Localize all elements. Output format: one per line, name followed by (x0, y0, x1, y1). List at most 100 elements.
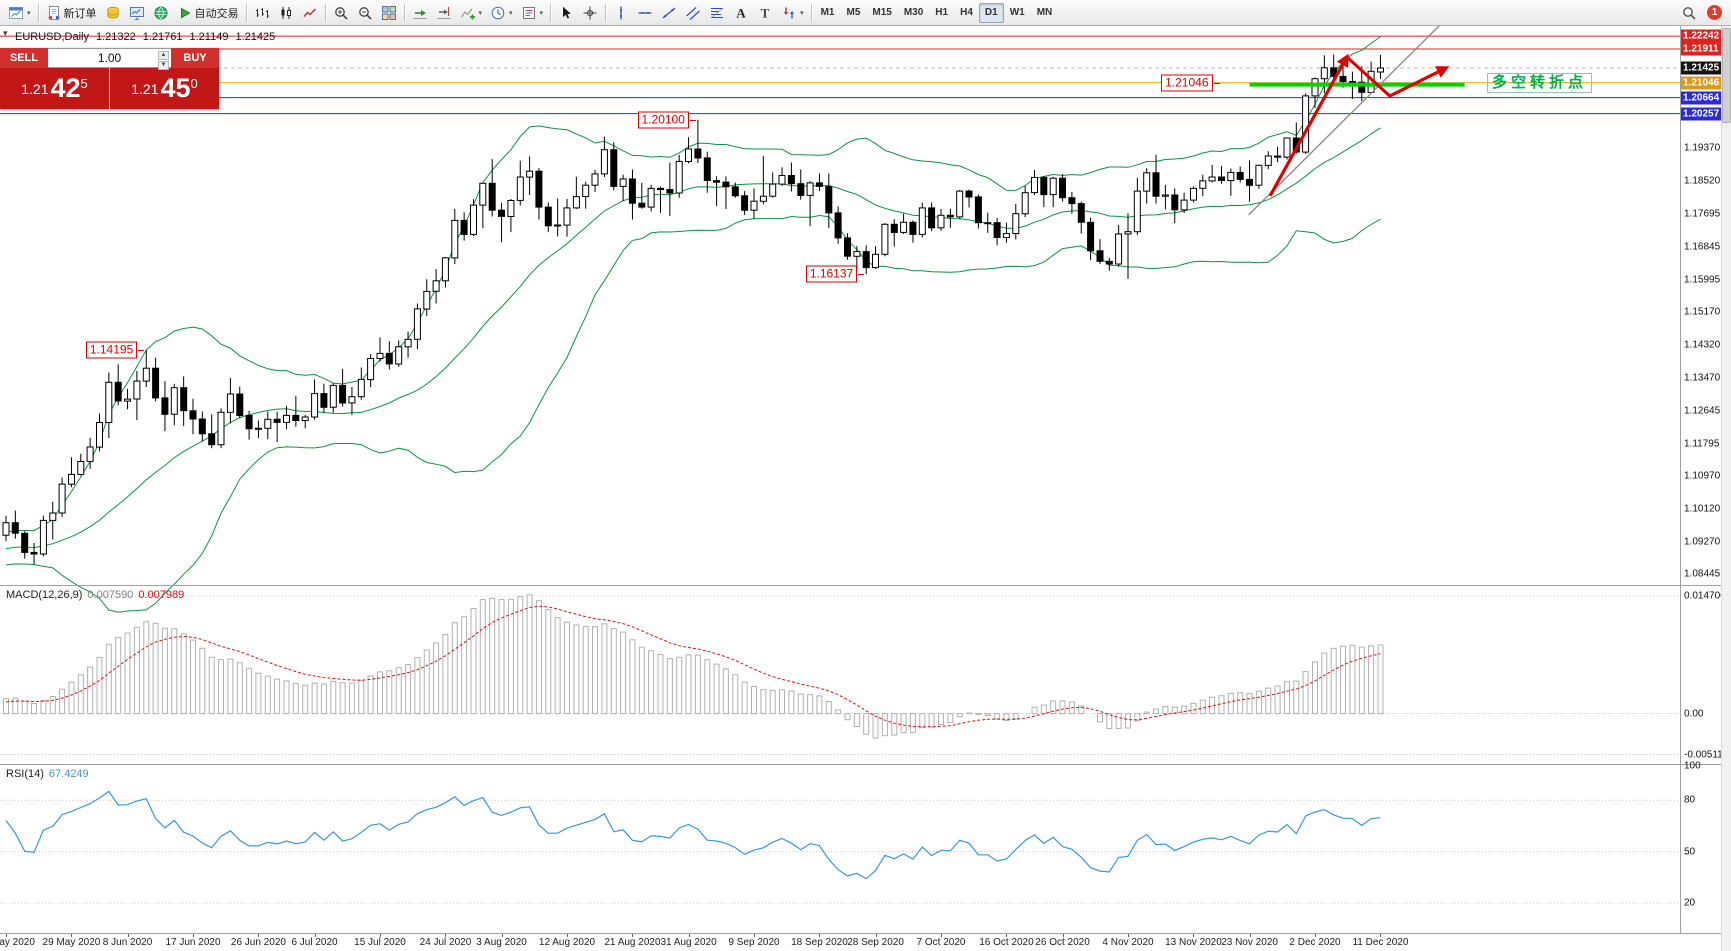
date-axis-label: 12 Aug 2020 (538, 937, 596, 948)
ohlc-low: 1.21149 (189, 31, 229, 43)
tf-button-h1[interactable]: H1 (929, 3, 954, 23)
price-scale-tick: 1.15170 (1684, 306, 1721, 318)
indicators-icon (460, 5, 476, 21)
notification-badge[interactable]: 1 (1707, 5, 1722, 20)
date-axis-label: 16 Oct 2020 (979, 937, 1034, 948)
date-tick (258, 934, 260, 937)
zoom-out-button[interactable] (353, 2, 377, 24)
indicators-button[interactable]: ▾ (456, 2, 487, 24)
date-tick (1128, 934, 1129, 937)
tf-button-mn[interactable]: MN (1031, 3, 1059, 23)
sell-price-panel[interactable]: 1.21 42 5 (0, 68, 109, 109)
label-icon: T (757, 5, 773, 21)
cursor-button[interactable] (554, 2, 578, 24)
community-icon (153, 5, 169, 21)
toolbar-separator (605, 3, 607, 22)
sell-price-prefix: 1.21 (21, 80, 49, 97)
market-watch-button[interactable] (101, 2, 125, 24)
tf-button-h4[interactable]: H4 (954, 3, 979, 23)
text-icon: A (733, 5, 749, 21)
ohlc-high: 1.21761 (142, 31, 183, 43)
tf-button-m1[interactable]: M1 (815, 3, 841, 23)
volume-up-icon[interactable]: ▲ (158, 51, 169, 60)
date-axis-label: 20 May 2020 (0, 937, 35, 948)
horizontal-line-button[interactable] (633, 2, 657, 24)
text-button[interactable]: A (729, 2, 753, 24)
periods-button[interactable]: ▾ (486, 2, 517, 24)
tf-button-m15[interactable]: M15 (866, 3, 897, 23)
price-scale[interactable] (1681, 26, 1721, 934)
zoom-out-icon (357, 5, 373, 21)
tf-button-m5[interactable]: M5 (840, 3, 866, 23)
macd-scale-label: 0.00 (1684, 708, 1704, 720)
price-scale-tick: 1.12645 (1684, 405, 1721, 417)
date-tick (688, 934, 690, 937)
auto-scroll-button[interactable] (408, 2, 432, 24)
trendline-button[interactable] (657, 2, 681, 24)
tf-button-d1[interactable]: D1 (978, 2, 1004, 23)
price-label[interactable]: 1.20100 (637, 111, 689, 129)
rsi-label: RSI(14) 67.4249 (6, 768, 89, 780)
crosshair-button[interactable] (578, 2, 602, 24)
price-label-pointer (858, 274, 865, 276)
zoom-in-button[interactable] (329, 2, 353, 24)
date-axis-label: 23 Nov 2020 (1221, 937, 1278, 948)
price-scale-tag: 1.20257 (1681, 107, 1723, 121)
bar-chart-icon (254, 5, 270, 21)
volume-stepper[interactable]: ▲ ▼ (158, 51, 169, 70)
new-order-icon (46, 5, 62, 21)
button-label: M1 (820, 7, 835, 18)
tf-button-m30[interactable]: M30 (898, 3, 929, 23)
panel-separator-rsi[interactable] (0, 764, 1731, 765)
price-scale-tag: 1.20664 (1681, 91, 1723, 105)
label-button[interactable]: T (753, 2, 777, 24)
one-click-collapse-icon[interactable]: ▾ (3, 28, 8, 38)
tile-windows-button[interactable] (377, 2, 401, 24)
panel-separator-macd[interactable] (0, 585, 1731, 586)
periods-icon (490, 5, 506, 21)
new-order-button[interactable]: 新订单 (42, 2, 101, 24)
date-tick (1380, 934, 1382, 937)
volume-down-icon[interactable]: ▼ (158, 61, 169, 70)
new-chart-button[interactable]: ▾ (4, 2, 35, 24)
channel-button[interactable] (681, 2, 705, 24)
volume-input[interactable]: 1.00 ▲ ▼ (48, 48, 171, 70)
candlestick-button[interactable] (274, 2, 298, 24)
bar-chart-button[interactable] (250, 2, 274, 24)
templates-button[interactable]: ▾ (517, 2, 548, 24)
scrollbar-thumb[interactable] (1722, 28, 1731, 123)
rsi-scale-label: 20 (1684, 897, 1696, 909)
button-label: D1 (984, 7, 998, 18)
volume-value: 1.00 (97, 51, 122, 65)
date-axis-label: 18 Sep 2020 (791, 937, 848, 948)
search-button[interactable] (1677, 2, 1701, 24)
buy-button[interactable]: BUY (171, 48, 219, 68)
tf-button-w1[interactable]: W1 (1004, 3, 1031, 23)
autotrading-button[interactable]: 自动交易 (173, 2, 243, 24)
vertical-scrollbar[interactable] (1721, 26, 1731, 951)
terminal-button[interactable] (125, 2, 149, 24)
price-label[interactable]: 1.14195 (85, 341, 138, 359)
ohlc-close: 1.21425 (235, 31, 276, 43)
arrows-button[interactable]: ▾ (777, 2, 808, 24)
line-chart-button[interactable] (298, 2, 322, 24)
date-axis-label: 11 Dec 2020 (1352, 937, 1409, 948)
one-click-trading-panel: SELL 1.00 ▲ ▼ BUY 1.21 42 5 1.21 45 0 (0, 48, 219, 109)
community-button[interactable] (149, 2, 173, 24)
dropdown-caret-icon: ▾ (800, 9, 804, 17)
buy-price-panel[interactable]: 1.21 45 0 (110, 68, 219, 109)
button-label: H4 (960, 7, 973, 18)
fibonacci-button[interactable] (705, 2, 729, 24)
price-label[interactable]: 1.16137 (805, 265, 858, 283)
macd-label: MACD(12,26,9) 0.007590 0.007989 (6, 589, 184, 601)
sell-price-big: 42 (50, 73, 81, 103)
chart-canvas[interactable] (0, 26, 1731, 934)
price-scale-separator (1680, 26, 1681, 934)
price-label[interactable]: 1.21046 (1161, 74, 1213, 92)
chart-shift-button[interactable] (432, 2, 456, 24)
date-axis-label: 2 Dec 2020 (1289, 937, 1341, 948)
sell-button[interactable]: SELL (0, 48, 48, 68)
turning-point-text[interactable]: 多空转折点 (1487, 73, 1593, 94)
vertical-line-button[interactable] (609, 2, 633, 24)
